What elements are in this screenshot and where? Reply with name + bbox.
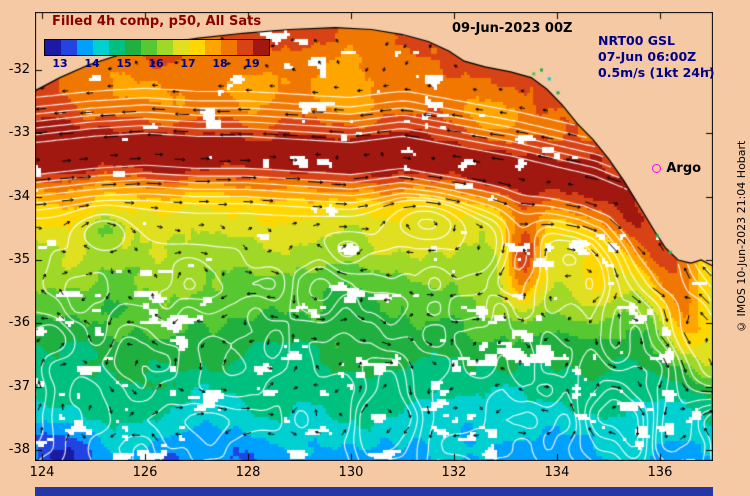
colorbar-segment: [253, 40, 269, 55]
colorbar-tick-labels: 13 14 15 16 17 18 19: [44, 57, 268, 70]
x-tick-label: 124: [29, 465, 55, 480]
info-line-datetime: 07-Jun 06:00Z: [598, 49, 697, 64]
colorbar-segment: [237, 40, 253, 55]
colorbar: [44, 39, 270, 56]
x-tick-label: 126: [132, 465, 158, 480]
bottom-blue-bar: [35, 487, 713, 496]
x-tick-label: 132: [441, 465, 467, 480]
x-tick-label: 134: [544, 465, 570, 480]
x-tick-label: 130: [338, 465, 364, 480]
argo-marker-icon: [652, 164, 662, 174]
info-line-product: NRT00 GSL: [598, 33, 676, 48]
overlay-info-block: NRT00 GSL 07-Jun 06:00Z 0.5m/s (1kt 24h): [598, 33, 715, 81]
y-tick-label: -38: [8, 441, 30, 457]
colorbar-segment: [157, 40, 173, 55]
y-tick-label: -36: [8, 315, 30, 331]
copyright-credit: © IMOS 10-Jun-2023 21:04 Hobart: [735, 140, 748, 333]
argo-label: Argo: [666, 161, 702, 177]
datetime-label: 09-Jun-2023 00Z: [452, 21, 573, 36]
info-line-vector-scale: 0.5m/s (1kt 24h): [598, 65, 715, 80]
y-tick-label: -37: [8, 378, 30, 394]
colorbar-segment: [77, 40, 93, 55]
colorbar-tick-label: 14: [84, 57, 100, 70]
colorbar-segment: [173, 40, 189, 55]
colorbar-segment: [45, 40, 61, 55]
colorbar-segment: [61, 40, 77, 55]
argo-legend: Argo: [652, 161, 701, 176]
colorbar-tick-label: 18: [212, 57, 228, 70]
colorbar-tick-label: 15: [116, 57, 132, 70]
colorbar-tick-label: 17: [180, 57, 196, 70]
colorbar-segment: [125, 40, 141, 55]
colorbar-segment: [221, 40, 237, 55]
y-tick-label: -32: [8, 62, 30, 77]
colorbar-tick-label: 16: [148, 57, 164, 70]
colorbar-tick-label: 19: [244, 57, 260, 70]
y-tick-label: -35: [8, 251, 30, 267]
colorbar-tick-label: 13: [52, 57, 68, 70]
colorbar-segment: [93, 40, 109, 55]
plot-title: Filled 4h comp, p50, All Sats: [52, 14, 262, 29]
y-tick-label: -33: [8, 125, 30, 141]
colorbar-segment: [205, 40, 221, 55]
x-tick-label: 128: [235, 465, 261, 480]
x-tick-label: 136: [647, 465, 673, 480]
colorbar-segment: [189, 40, 205, 55]
y-tick-label: -34: [8, 188, 30, 204]
colorbar-segment: [141, 40, 157, 55]
sst-field-canvas: [35, 12, 713, 461]
colorbar-segment: [109, 40, 125, 55]
